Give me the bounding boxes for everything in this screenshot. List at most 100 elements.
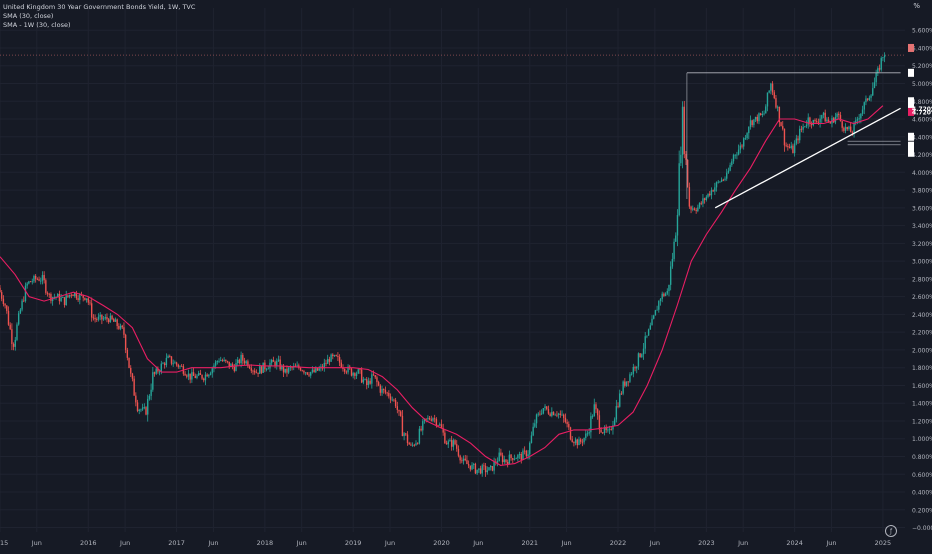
candle-body [227, 361, 228, 362]
candle-body [361, 370, 362, 383]
tradingview-logo-icon[interactable]: ƒ [885, 525, 897, 537]
candle-body [223, 360, 224, 361]
candle-body [436, 419, 437, 425]
candle-body [113, 319, 114, 322]
candle-body [551, 412, 552, 416]
candle-body [242, 355, 243, 361]
candle-body [667, 291, 668, 293]
candle-body [417, 443, 418, 444]
candle-body [526, 451, 527, 456]
candle-body [668, 285, 669, 291]
candle-body [729, 165, 730, 171]
candle-body [278, 360, 279, 361]
candle-body [555, 415, 556, 416]
candle-body [237, 360, 238, 363]
candle-body [429, 418, 430, 419]
axis-unit-label[interactable]: % [913, 2, 920, 10]
x-tick-label: 2021 [521, 539, 538, 547]
candle-body [881, 58, 882, 70]
candle-body [672, 259, 673, 267]
candle-body [128, 358, 129, 368]
candle-body [74, 293, 75, 296]
x-tick-label: Jun [207, 539, 218, 547]
candle-body [105, 317, 106, 318]
candle-body [695, 210, 696, 211]
candle-body [62, 297, 63, 298]
candle-body [563, 415, 564, 418]
candle-body [560, 414, 561, 415]
candle-body [638, 353, 639, 366]
candle-body [139, 410, 140, 411]
candle-body [468, 464, 469, 465]
legend-sma[interactable]: SMA (30, close) [3, 12, 195, 21]
candle-body [130, 368, 131, 374]
candle-body [879, 68, 880, 69]
candle-body [731, 161, 732, 165]
candle-body [171, 356, 172, 363]
y-tick-label: 1.400% [912, 401, 932, 408]
candle-body [582, 442, 583, 443]
candle-body [133, 379, 134, 396]
candle-body [663, 294, 664, 296]
candle-body [850, 127, 851, 133]
y-tick-label: 1.800% [912, 365, 932, 372]
candle-body [470, 466, 471, 470]
candle-body [799, 129, 800, 140]
candle-body [684, 107, 685, 154]
candle-body [188, 374, 189, 377]
candle-body [558, 414, 559, 415]
candle-body [682, 107, 683, 155]
candle-body [169, 356, 170, 357]
x-tick-label: 2020 [433, 539, 450, 547]
candle-body [505, 459, 506, 462]
candle-body [655, 310, 656, 315]
candle-body [718, 182, 719, 183]
candle-body [740, 146, 741, 150]
candle-body [471, 465, 472, 470]
candle-body [6, 306, 7, 311]
legend-sma-1w[interactable]: SMA - 1W (30, close) [3, 21, 195, 30]
candle-body [385, 390, 386, 393]
candle-body [611, 429, 612, 430]
candle-body [594, 404, 595, 416]
y-tick-label: 5.600% [912, 28, 932, 35]
chart-title[interactable]: United Kingdom 30 Year Government Bonds … [3, 3, 195, 12]
candle-body [646, 336, 647, 337]
candle-body [252, 371, 253, 372]
y-tick-label: 0.800% [912, 454, 932, 461]
candle-body [609, 429, 610, 430]
candle-body [813, 120, 814, 125]
candle-body [198, 373, 199, 375]
candle-body [607, 430, 608, 431]
candle-body [339, 357, 340, 363]
candle-body [735, 155, 736, 156]
x-tick-label: 2017 [168, 539, 185, 547]
candle-body [25, 286, 26, 301]
candle-body [256, 372, 257, 373]
candle-body [561, 415, 562, 416]
candle-body [488, 467, 489, 470]
candle-body [11, 329, 12, 344]
y-tick-label: 4.800% [912, 99, 932, 106]
candle-body [660, 299, 661, 301]
candle-body [619, 394, 620, 407]
candle-body [500, 453, 501, 456]
candle-body [544, 406, 545, 408]
candle-body [30, 281, 31, 282]
y-tick-label: 2.600% [912, 294, 932, 301]
candle-body [240, 355, 241, 363]
candle-body [512, 458, 513, 460]
candle-body [604, 428, 605, 433]
candle-body [154, 372, 155, 374]
candle-body [363, 380, 364, 383]
candle-body [746, 133, 747, 138]
candle-body [736, 155, 737, 156]
candle-body [539, 414, 540, 415]
candle-body [425, 419, 426, 420]
candle-body [403, 433, 404, 436]
y-tick-label: 1.000% [912, 436, 932, 443]
candle-body [792, 146, 793, 153]
candle-body [847, 127, 848, 129]
